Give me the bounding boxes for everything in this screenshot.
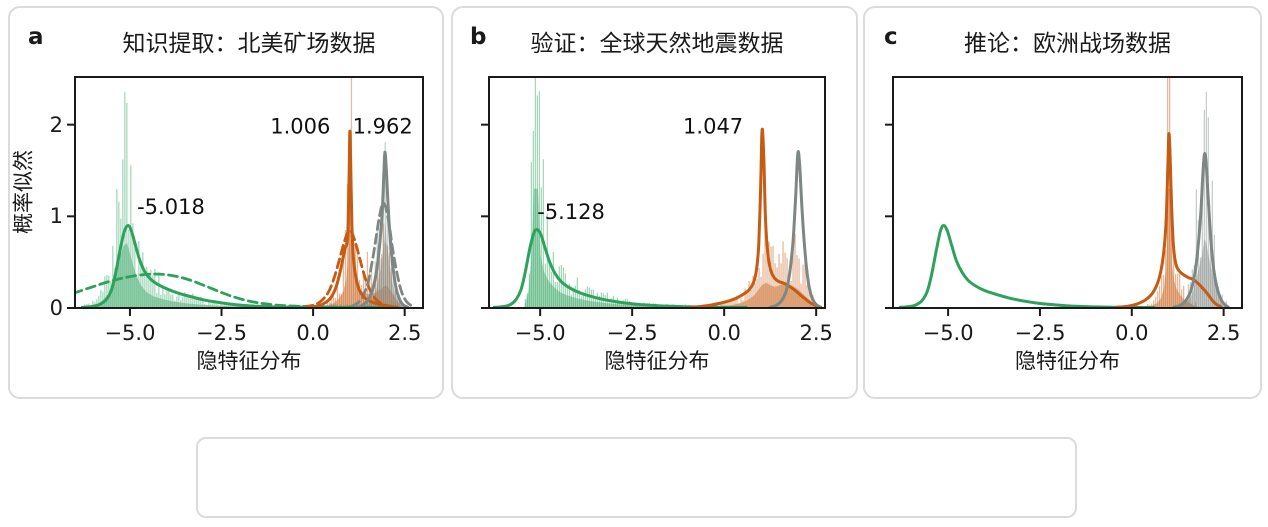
axes-frame: [74, 76, 424, 309]
earthquake-hist-base: [698, 282, 821, 308]
y-tick-label: 1: [49, 204, 63, 229]
x-tick-label: −2.5: [1014, 321, 1066, 345]
blast-kde: [353, 150, 410, 308]
panel-a-card: [8, 6, 444, 399]
x-tick-label: 2.5: [1206, 321, 1241, 345]
x-tick-label: 2.5: [799, 321, 833, 345]
x-tick-label: 0.0: [1115, 321, 1149, 345]
axes-frame: [488, 76, 826, 309]
annotation--5.018: -5.018: [137, 195, 205, 219]
panel-a-plot: -5.018 1.006 1.962: [67, 76, 424, 316]
annotation-1.006: 1.006: [270, 115, 330, 139]
x-tick-label: −5.0: [104, 321, 156, 345]
annotation-1.962: 1.962: [353, 115, 413, 139]
panel-b-letter: b: [470, 24, 487, 50]
x-tick-label: −5.0: [514, 321, 566, 345]
series-layer: [75, 77, 413, 308]
x-tick-label: 0.0: [707, 321, 741, 345]
earthquake-hist: [1141, 77, 1199, 308]
ambient-noise-hist-base: [84, 242, 401, 308]
earthquake-kde: [306, 129, 399, 308]
panel-c-card: [863, 6, 1262, 399]
earthquake-kde: [689, 127, 823, 308]
earthquake-kde: [1115, 132, 1223, 308]
y-tick-label: 0: [49, 296, 63, 320]
series-layer: [492, 77, 823, 308]
earthquake-hist-base: [1141, 188, 1199, 308]
x-tick-label: −2.5: [196, 321, 248, 345]
x-tick-label: 0.0: [296, 321, 330, 345]
panel-c-x-axis-label: 隐特征分布: [1015, 349, 1120, 373]
panel-a-title: 知识提取：北美矿场数据: [122, 31, 376, 57]
ambient-noise-kde: [492, 228, 748, 308]
blast-hist-base: [362, 220, 403, 308]
panel-b-plot: -5.128 1.047: [481, 76, 826, 316]
ambient-noise-hist-base: [524, 188, 728, 308]
blast-kde: [1172, 151, 1230, 308]
x-tick-label: 2.5: [387, 321, 422, 345]
series-layer: [898, 77, 1230, 308]
axes-frame: [892, 76, 1243, 309]
panel-b-title: 验证：全球天然地震数据: [530, 31, 784, 57]
panel-c-title: 推论：欧洲战场数据: [964, 31, 1171, 57]
y-tick-label: 2: [49, 112, 63, 137]
panel-a-letter: a: [28, 24, 44, 50]
annotation--5.128: -5.128: [537, 200, 605, 224]
blast-kde: [768, 149, 821, 308]
x-tick-label: −5.0: [922, 321, 974, 345]
panel-b-x-axis-label: 隐特征分布: [604, 349, 710, 373]
panel-c-letter: c: [884, 24, 898, 50]
panel-a-x-axis-label: 隐特征分布: [196, 349, 302, 373]
x-tick-label: −2.5: [606, 321, 658, 345]
ambient-noise-kde: [898, 224, 1156, 308]
legend: 环境噪声 天然地震 人工爆破: [196, 437, 1077, 518]
panel-b-card: [451, 6, 858, 399]
annotation-1.047: 1.047: [683, 115, 743, 139]
ambient-noise-hist: [524, 77, 728, 308]
panel-c-plot: [885, 76, 1243, 316]
